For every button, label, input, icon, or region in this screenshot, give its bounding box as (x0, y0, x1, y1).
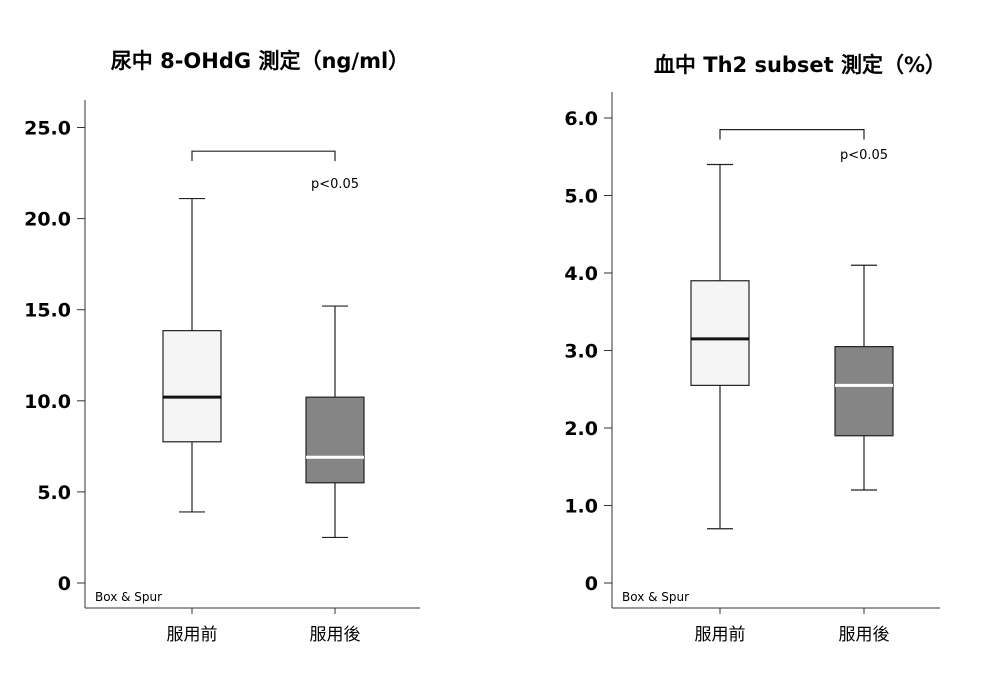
x-category-label: 服用後 (310, 625, 361, 645)
box-iqr (690, 280, 750, 386)
y-tick-label: 0 (585, 573, 598, 595)
significance-label: p<0.05 (311, 177, 359, 192)
y-tick-label: 2.0 (564, 418, 598, 440)
box-iqr (305, 396, 365, 484)
y-tick-label: 20.0 (24, 209, 71, 231)
box-and-spur-note: Box & Spur (95, 590, 162, 604)
boxplot-chart-urine-8ohdg: 尿中 8-OHdG 測定（ng/ml） 0 5.0 10.0 15.0 20.0 25.0 服… (24, 49, 420, 645)
box-and-spur-note: Box & Spur (622, 590, 689, 604)
chart-panel-blood-th2: 血中 Th2 subset 測定（%） 0 1.0 2.0 3.0 4.0 5.0 6.0 服用… (500, 0, 1000, 700)
box-iqr (162, 330, 222, 443)
box-iqr (834, 346, 894, 437)
y-tick-label: 5.0 (564, 186, 598, 208)
chart-title: 血中 Th2 subset 測定（%） (654, 53, 946, 77)
y-tick-label: 15.0 (24, 300, 71, 322)
chart-panel-urine-8ohdg: 尿中 8-OHdG 測定（ng/ml） 0 5.0 10.0 15.0 20.0 25.0 服… (24, 49, 420, 645)
significance-bracket (719, 129, 865, 140)
y-tick-label: 0 (58, 573, 71, 595)
boxplot-chart-blood-th2: 血中 Th2 subset 測定（%） 0 1.0 2.0 3.0 4.0 5.0 6.0 服用… (564, 53, 946, 645)
y-tick-label: 10.0 (24, 391, 71, 413)
chart-title: 尿中 8-OHdG 測定（ng/ml） (111, 49, 409, 73)
y-tick-label: 6.0 (564, 108, 598, 130)
x-category-label: 服用後 (839, 625, 890, 645)
y-tick-label: 3.0 (564, 341, 598, 363)
x-category-label: 服用前 (695, 625, 746, 645)
y-tick-label: 25.0 (24, 118, 71, 140)
significance-bracket (191, 150, 336, 162)
significance-label: p<0.05 (840, 148, 888, 163)
y-tick-label: 5.0 (37, 482, 71, 504)
y-tick-label: 4.0 (564, 263, 598, 285)
y-tick-label: 1.0 (564, 496, 598, 518)
x-category-label: 服用前 (167, 625, 218, 645)
